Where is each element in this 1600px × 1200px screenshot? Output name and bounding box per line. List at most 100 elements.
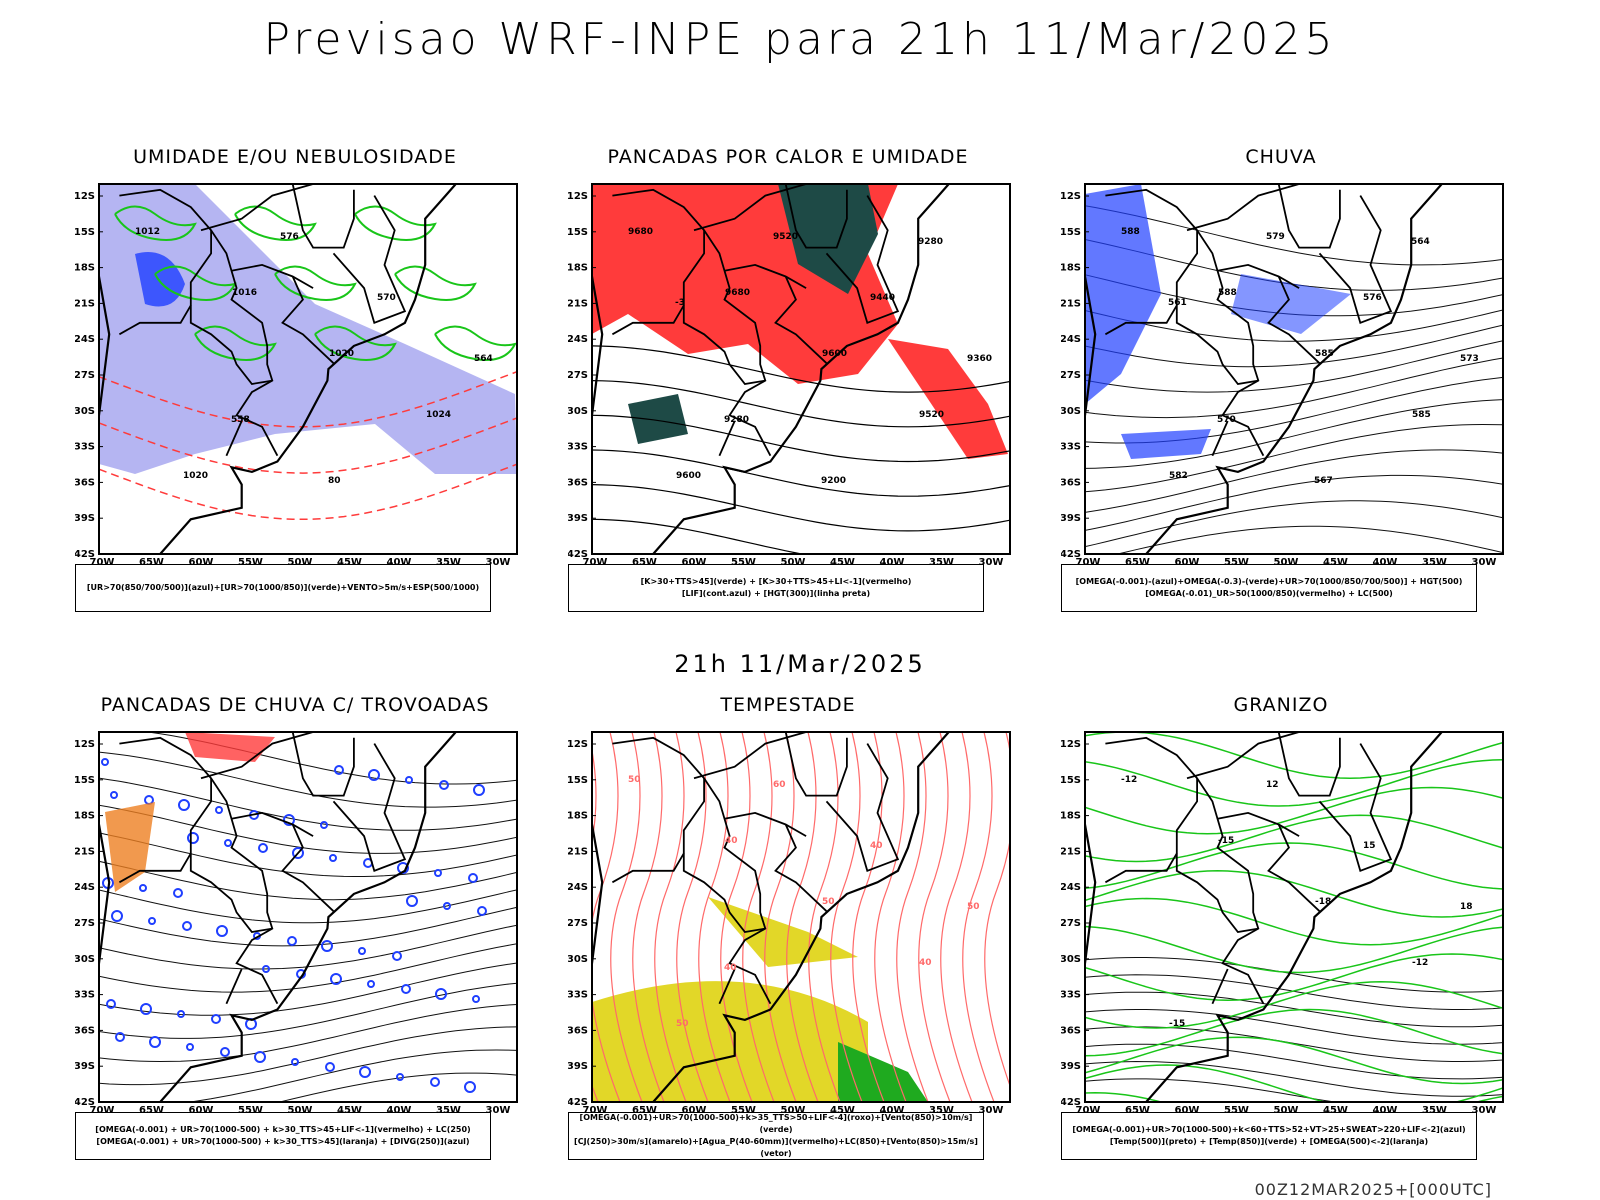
- temp850-contour: [1085, 925, 1503, 974]
- border-line: [119, 736, 279, 1005]
- lon-tick-label: 55W: [238, 557, 263, 566]
- coastline: [592, 184, 951, 554]
- lat-tick-label: 30S: [1061, 954, 1081, 965]
- lon-tick-label: 35W: [436, 557, 461, 566]
- lon-tick-label: 60W: [1175, 557, 1200, 566]
- lat-tick-label: 36S: [1061, 477, 1081, 488]
- border-line: [1105, 188, 1265, 457]
- lat-tick-label: 18S: [1061, 811, 1081, 822]
- lat-tick-label: 36S: [1061, 1025, 1081, 1036]
- border-line: [693, 184, 807, 232]
- precip-water-contour: [720, 732, 753, 1102]
- lat-tick-label: 24S: [568, 334, 588, 345]
- temp850-contour: [1085, 814, 1503, 863]
- legend-box: [OMEGA(-0.001)-(azul)+OMEGA(-0.3)-(verde…: [1061, 564, 1477, 612]
- border-line: [1318, 743, 1393, 872]
- contour-label: -18: [1315, 897, 1331, 907]
- panel-trovoadas: PANCADAS DE CHUVA C/ TROVOADAS 12S 15S 18S 2…: [75, 694, 518, 1174]
- contour-label: 585: [1412, 410, 1431, 420]
- lat-tick-label: 27S: [1061, 918, 1081, 929]
- contour-label: 50: [676, 1019, 689, 1029]
- contour-label: 50: [822, 897, 835, 907]
- divergence-blob: [321, 940, 333, 952]
- precip-water-contour: [830, 732, 863, 1102]
- panel-title: PANCADAS POR CALOR E UMIDADE: [607, 146, 969, 168]
- instability-green-area: [628, 394, 688, 444]
- temp850-contour: [1085, 981, 1503, 1029]
- contour-label: 9520: [919, 410, 944, 420]
- jet-yellow-area: [708, 897, 858, 967]
- temp850-contour: [1085, 1036, 1503, 1085]
- lon-tick-label: 65W: [632, 557, 657, 566]
- panel-granizo: GRANIZO -12 -15 -18 -12 -15 12 15 18 12S 15S 18S 21S…: [1061, 694, 1504, 1174]
- lat-tick-label: 30S: [1061, 406, 1081, 417]
- border-line: [774, 276, 828, 364]
- temp850-contour: [1085, 732, 1503, 780]
- lat-tick-label: 24S: [568, 882, 588, 893]
- contour-label: 558: [231, 415, 250, 425]
- divergence-blob: [443, 902, 451, 910]
- lon-tick-label: 60W: [189, 1105, 214, 1114]
- border-line: [1211, 420, 1229, 457]
- divergence-blob: [178, 799, 190, 811]
- contour-label: 40: [724, 963, 737, 973]
- lon-tick-label: 60W: [1175, 1105, 1200, 1114]
- lat-tick-label: 21S: [568, 298, 588, 309]
- divergence-blob: [220, 1047, 230, 1057]
- border-line: [332, 743, 407, 872]
- lon-tick-label: 60W: [682, 557, 707, 566]
- streamline: [144, 732, 517, 785]
- lon-tick-label: 50W: [1274, 1105, 1299, 1114]
- lon-tick-label: 60W: [682, 1105, 707, 1114]
- legend-box: [OMEGA(-0.001)+UR>70(1000-500)+k<60+TTS>…: [1061, 1112, 1477, 1160]
- streamline: [99, 889, 517, 924]
- lat-tick-label: 39S: [75, 513, 95, 524]
- convection-orange-area: [105, 802, 155, 892]
- lat-tick-label: 21S: [568, 846, 588, 857]
- map-svg: 9680 9680 9600 9520 9600 9520 9440 9360 9280 9200…: [568, 183, 1011, 566]
- lat-tick-label: 21S: [1061, 846, 1081, 857]
- coastline: [1085, 184, 1444, 554]
- border-line: [612, 736, 772, 1005]
- lat-tick-label: 36S: [75, 1025, 95, 1036]
- contour-label: 9520: [773, 232, 798, 242]
- lon-tick-label: 55W: [1224, 1105, 1249, 1114]
- humidity-lower-contour: [354, 205, 437, 241]
- streamline: [99, 860, 517, 901]
- divergence-blob: [473, 784, 485, 796]
- contour-label: 40: [870, 841, 883, 851]
- lat-tick-label: 27S: [568, 370, 588, 381]
- map-plot: 588 588 585 585 582 579 576 573 570 567 564 561 12S 1…: [1061, 174, 1504, 566]
- contour-label: 1012: [135, 227, 160, 237]
- contour-label: 9280: [918, 237, 943, 247]
- divergence-blob: [140, 1003, 152, 1015]
- lat-tick-label: 27S: [568, 918, 588, 929]
- divergence-blob: [173, 888, 183, 898]
- streamline: [99, 804, 517, 854]
- divergence-blob: [430, 1077, 440, 1087]
- contour-label: -15: [1169, 1019, 1185, 1029]
- contour-label: 50: [628, 775, 641, 785]
- contour-label: 9680: [628, 227, 653, 237]
- temp500-contour: [1085, 1026, 1503, 1062]
- lat-tick-label: 33S: [1061, 990, 1081, 1001]
- border-line: [718, 420, 736, 457]
- precip-water-contour: [962, 732, 995, 1102]
- streamline: [186, 1049, 517, 1102]
- border-line: [1318, 195, 1393, 324]
- legend-line: [OMEGA(-0.001)+UR>70(1000-500)+k<60+TTS>…: [1072, 1125, 1466, 1134]
- panel-pancadas-calor: PANCADAS POR CALOR E UMIDADE 9680 9680 9600…: [568, 146, 1011, 626]
- lat-tick-label: 36S: [568, 1025, 588, 1036]
- map-plot: 9680 9680 9600 9520 9600 9520 9440 9360 9280 9200…: [568, 174, 1011, 566]
- run-time-label: 00Z12MAR2025+[000UTC]: [1254, 1180, 1492, 1199]
- lon-tick-label: 35W: [1422, 1105, 1447, 1114]
- lon-tick-label: 70W: [583, 1105, 608, 1114]
- omega-blue-area: [1121, 429, 1211, 459]
- border-line: [1104, 778, 1198, 884]
- lat-tick-label: 39S: [568, 1061, 588, 1072]
- humidity-lower-contour: [234, 205, 317, 241]
- divergence-blob: [329, 854, 337, 862]
- streamline: [99, 777, 517, 831]
- map-frame: [1084, 731, 1504, 1103]
- divergence-blob: [358, 947, 366, 955]
